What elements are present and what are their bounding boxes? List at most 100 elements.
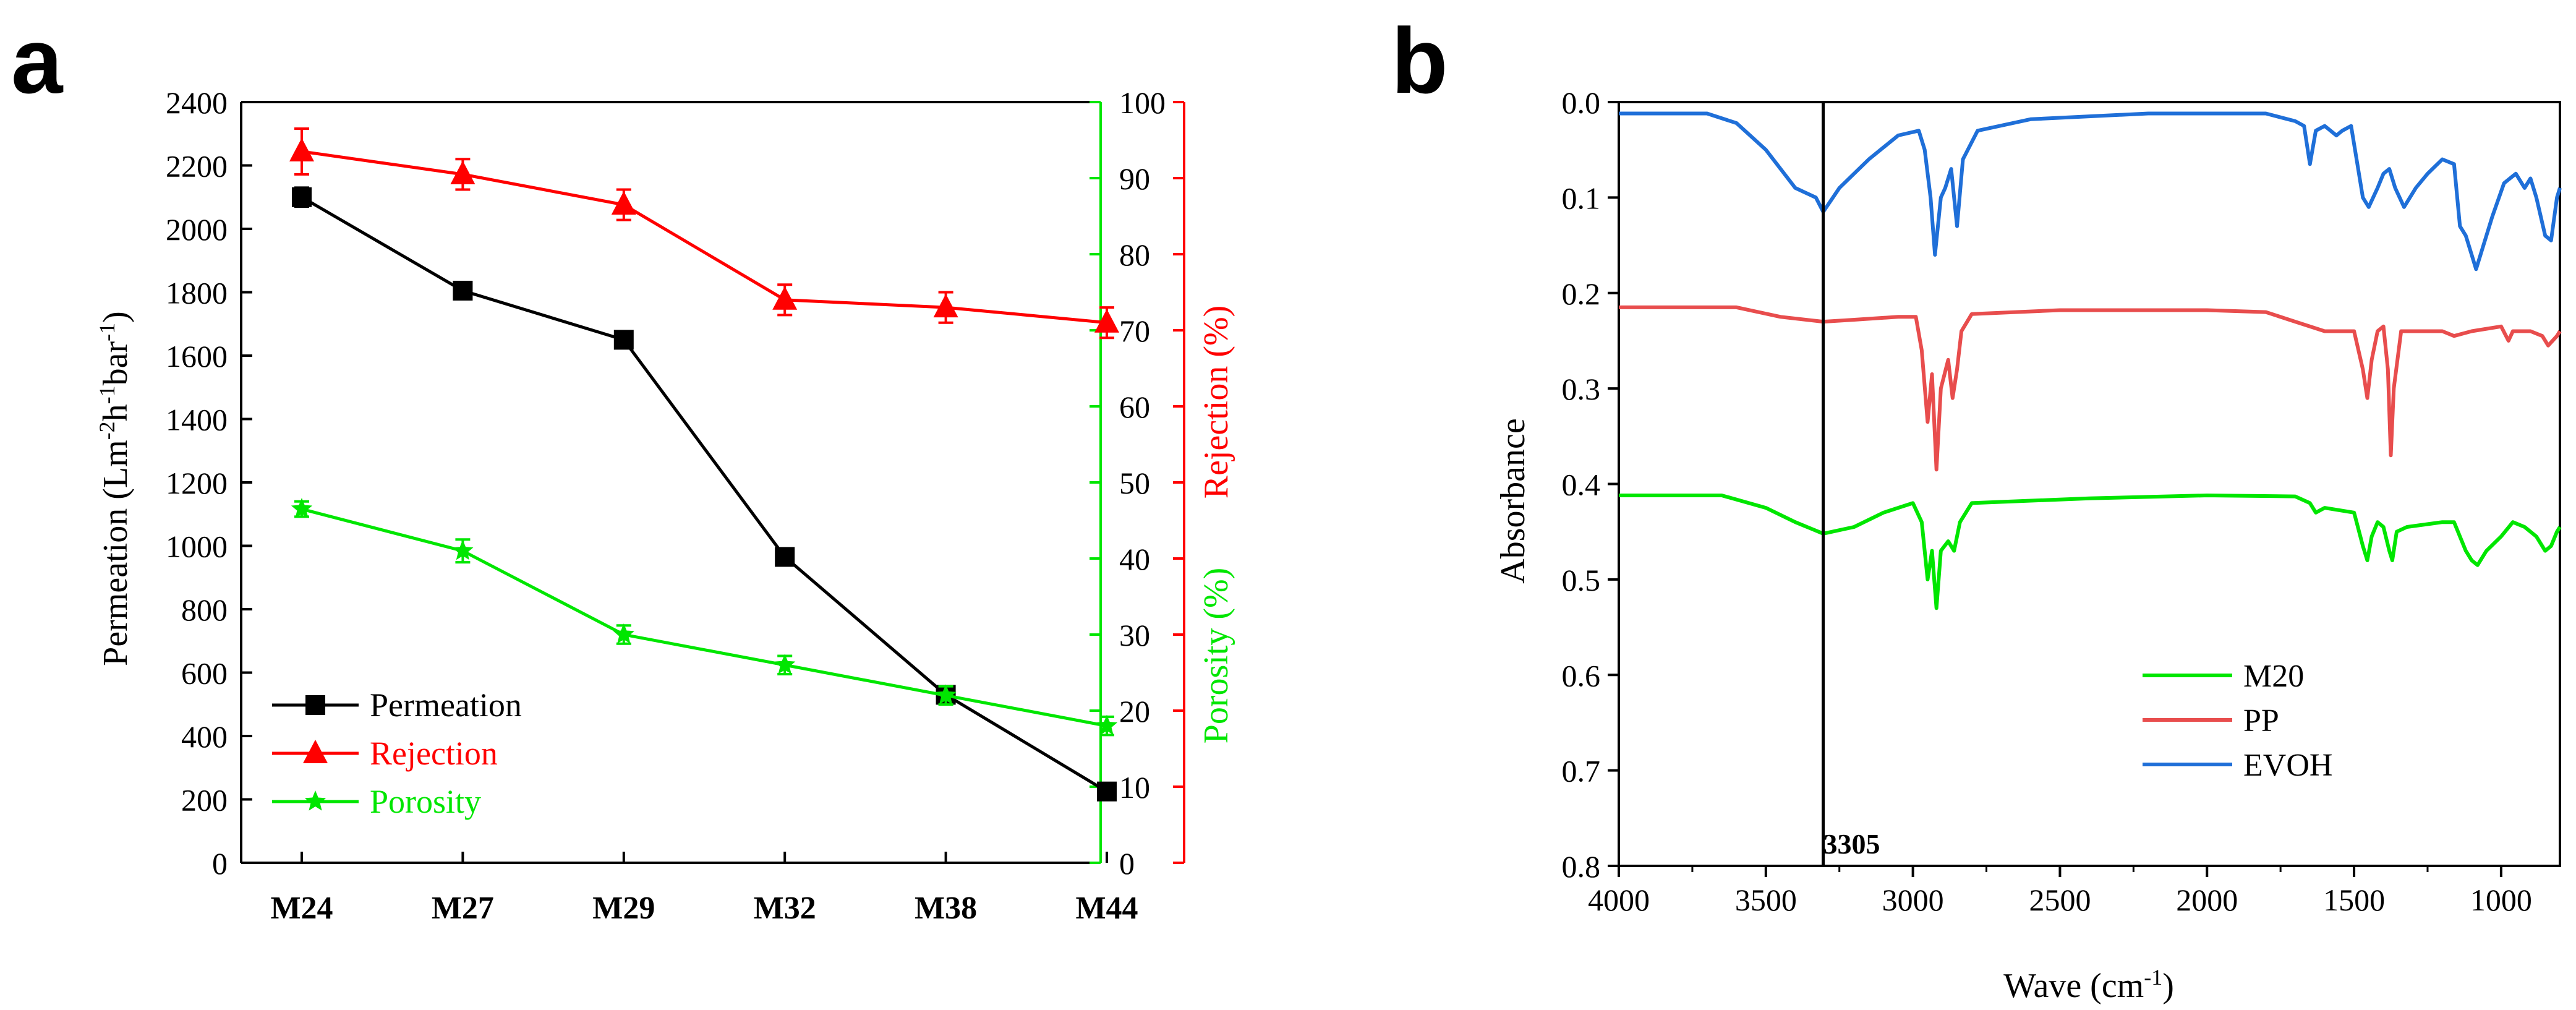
a-ylabel-part: -2 xyxy=(95,421,119,440)
a-ytick-label: 1800 xyxy=(166,276,228,310)
b-xtick-label: 2000 xyxy=(2176,883,2238,917)
a-y2tick-label: 60 xyxy=(1119,390,1150,424)
a-ytick-label: 1200 xyxy=(166,466,228,500)
a-y2tick-label: 80 xyxy=(1119,238,1150,272)
b-xtick-label: 1500 xyxy=(2323,883,2385,917)
a-ylabel-part: -1 xyxy=(95,323,119,341)
chart-b: Absorbance Wave (cm-1) 0.0 0.1 0.2 0.3 0.4 0.… xyxy=(1494,85,2562,1005)
a-xtick-label: M24 xyxy=(270,891,333,926)
a-y2tick-label: 70 xyxy=(1119,314,1150,348)
a-marker-square xyxy=(453,280,473,301)
b-ytick-label: 0.2 xyxy=(1562,276,1601,311)
a-y2tick-label: 30 xyxy=(1119,618,1150,653)
b-xlabel: Wave (cm-1) xyxy=(2003,965,2174,1005)
a-ylabel-part: Permeation (Lm xyxy=(96,440,135,665)
a-y2tick-label: 20 xyxy=(1119,694,1150,729)
a-ytick-label: 800 xyxy=(181,593,228,627)
a-ytick-label: 200 xyxy=(181,783,228,818)
a-y2tick-label: 100 xyxy=(1119,85,1166,120)
a-ytick-label: 2200 xyxy=(166,149,228,184)
a-y2label-porosity: Porosity (%) xyxy=(1197,568,1235,744)
b-xlabel-part: -1 xyxy=(2144,965,2162,990)
a-legend-label: Permeation xyxy=(370,687,522,724)
a-ylabel-part: -1 xyxy=(95,385,119,404)
a-ylabel-part: h xyxy=(96,404,135,421)
b-frame xyxy=(1618,101,2561,867)
b-legend-label: M20 xyxy=(2243,659,2304,694)
b-ytick-label: 0.1 xyxy=(1562,181,1601,215)
a-legend-label: Porosity xyxy=(370,783,481,820)
a-marker-star xyxy=(774,654,796,674)
a-legend-label: Rejection xyxy=(370,735,498,772)
a-marker-triangle xyxy=(772,286,798,310)
a-marker-square xyxy=(1097,781,1117,802)
a-marker-star xyxy=(613,623,634,644)
a-marker-square xyxy=(775,547,795,567)
a-xtick-label: M27 xyxy=(432,891,494,926)
a-marker-triangle xyxy=(450,160,476,184)
a-ytick-label: 1400 xyxy=(166,403,228,437)
a-y2tick-label: 0 xyxy=(1119,846,1135,881)
b-xlabel-part: Wave (cm xyxy=(2003,967,2144,1005)
a-ytick-label: 600 xyxy=(181,656,228,691)
b-ytick-label: 0.3 xyxy=(1562,372,1601,406)
b-xtick-label: 2500 xyxy=(2029,883,2091,917)
a-ylabel-part: ) xyxy=(96,311,135,323)
a-ytick-label: 1000 xyxy=(166,529,228,564)
a-ytick-label: 2400 xyxy=(166,85,228,120)
b-legend-label: EVOH xyxy=(2243,748,2332,783)
a-marker-star xyxy=(1096,714,1118,735)
b-ylabel: Absorbance xyxy=(1494,418,1532,583)
a-y2label-rejection: Rejection (%) xyxy=(1197,306,1235,499)
a-marker-triangle xyxy=(289,137,314,161)
a-marker-triangle xyxy=(303,740,328,763)
a-marker-triangle xyxy=(933,294,958,318)
a-marker-star xyxy=(452,539,474,560)
chart-a: Permeation (Lm-2h-1bar-1) Rejection (%) … xyxy=(95,85,1235,926)
b-line-m20 xyxy=(1619,494,2562,610)
b-xtick-label: 3000 xyxy=(1882,883,1944,917)
a-marker-star xyxy=(304,790,326,811)
b-line-pp xyxy=(1619,305,2562,472)
b-xlabel-part: ) xyxy=(2162,967,2174,1005)
a-xtick-label: M29 xyxy=(592,891,655,926)
a-y2tick-label: 10 xyxy=(1119,770,1150,805)
b-ytick-label: 0.6 xyxy=(1562,658,1601,693)
a-ytick-label: 2000 xyxy=(166,212,228,247)
a-ylabel: Permeation (Lm-2h-1bar-1) xyxy=(95,311,135,666)
a-marker-star xyxy=(291,498,313,518)
a-marker-square xyxy=(305,695,325,715)
b-ytick-label: 0.8 xyxy=(1562,849,1601,884)
a-series-porosity xyxy=(291,498,1118,737)
b-xtick-label: 3500 xyxy=(1735,883,1797,917)
a-ytick-label: 0 xyxy=(212,846,228,881)
b-ytick-label: 0.0 xyxy=(1562,85,1601,120)
b-annotation-label: 3305 xyxy=(1823,828,1880,860)
b-xtick-label: 1000 xyxy=(2470,883,2532,917)
a-xtick-label: M44 xyxy=(1075,891,1138,926)
a-xtick-label: M38 xyxy=(915,891,977,926)
a-line-porosity xyxy=(301,507,1107,728)
b-ytick-label: 0.4 xyxy=(1562,468,1601,502)
panel-label-b: b xyxy=(1391,9,1448,113)
a-y2tick-label: 50 xyxy=(1119,466,1150,500)
panel-label-a: a xyxy=(11,9,64,113)
a-y2tick-label: 40 xyxy=(1119,542,1150,576)
a-marker-star xyxy=(935,684,957,704)
a-ylabel-part: bar xyxy=(96,341,135,386)
a-ytick-label: 400 xyxy=(181,719,228,754)
a-marker-square xyxy=(613,330,634,350)
a-line-permeation xyxy=(301,195,1108,793)
b-ytick-label: 0.7 xyxy=(1562,754,1601,789)
a-y2tick-label: 90 xyxy=(1119,161,1150,196)
a-marker-square xyxy=(292,187,312,207)
b-xtick-label: 4000 xyxy=(1588,883,1650,917)
a-marker-triangle xyxy=(1094,309,1119,333)
a-series-rejection xyxy=(289,127,1119,340)
b-legend-label: PP xyxy=(2243,703,2279,738)
a-ytick-label: 1600 xyxy=(166,339,228,374)
b-ytick-label: 0.5 xyxy=(1562,563,1601,597)
a-xtick-label: M32 xyxy=(754,891,816,926)
a-marker-triangle xyxy=(611,191,636,215)
